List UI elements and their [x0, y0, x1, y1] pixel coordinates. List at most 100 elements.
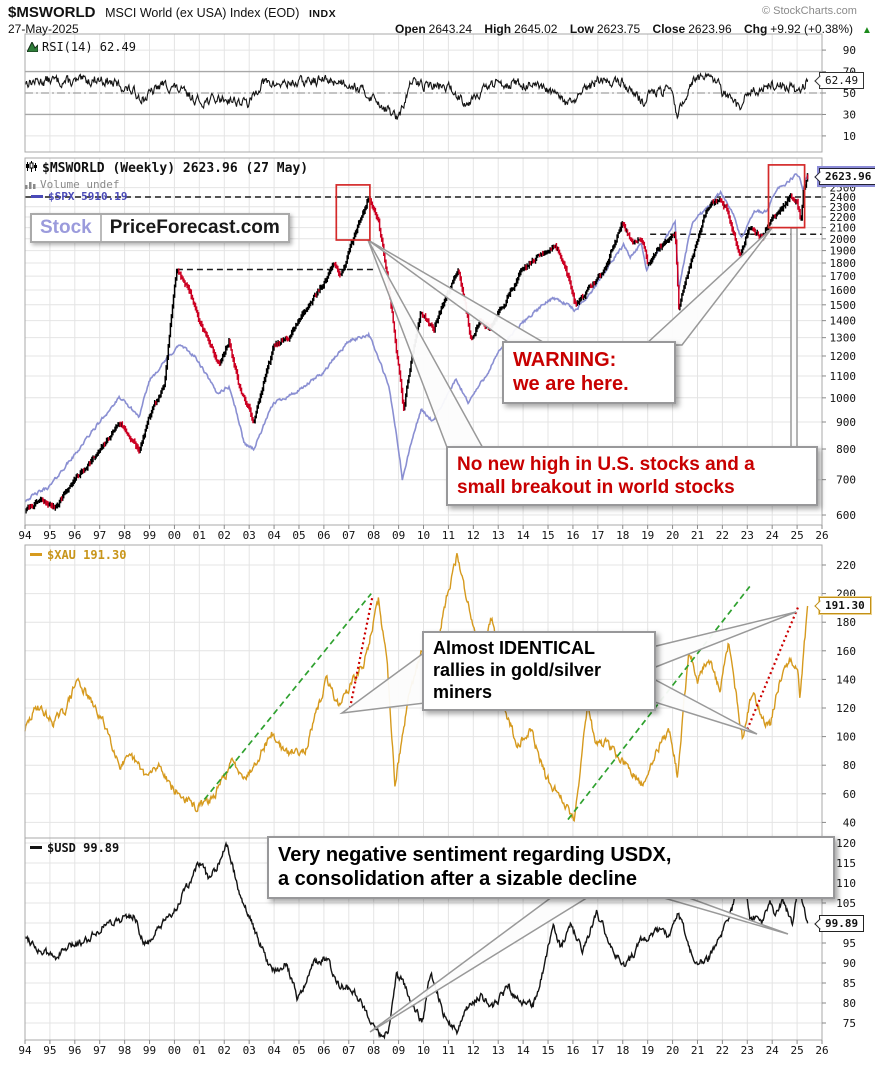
callout-pointer	[369, 890, 601, 1033]
x-axis-label: 02	[218, 1044, 231, 1057]
x-axis-label: 21	[691, 1044, 704, 1057]
x-axis-label: 26	[815, 529, 828, 542]
x-axis-label: 07	[342, 1044, 355, 1057]
chg-value: +9.92 (+0.38%)	[770, 22, 854, 36]
rsi-legend-text: RSI(14) 62.49	[42, 40, 136, 54]
green-trendline	[203, 593, 372, 801]
y-axis-label: 220	[836, 559, 856, 572]
x-axis-label: 12	[467, 529, 480, 542]
y-axis-label: 85	[843, 977, 856, 990]
x-axis-label: 13	[492, 529, 505, 542]
y-axis-label: 2000	[830, 233, 857, 246]
y-axis-label: 10	[843, 130, 856, 143]
x-axis-label: 94	[18, 1044, 32, 1057]
symbol-description: MSCI World (ex USA) Index (EOD)	[105, 6, 300, 20]
usd-series	[24, 840, 809, 1040]
x-axis-label: 94	[18, 529, 32, 542]
watermark-priceforecast: PriceForecast.com	[109, 217, 280, 238]
x-axis-label: 22	[716, 1044, 729, 1057]
y-axis-label: 100	[836, 731, 856, 744]
y-axis-label: 95	[843, 937, 856, 950]
usd-line-swatch	[30, 846, 42, 849]
x-axis-label: 20	[666, 529, 679, 542]
open-label: Open	[395, 22, 426, 36]
candlestick-icon	[25, 161, 38, 176]
x-axis-label: 04	[267, 529, 281, 542]
x-axis-label: 96	[68, 1044, 81, 1057]
xau-legend: $XAU 191.30	[30, 548, 126, 562]
x-axis-label: 17	[591, 529, 604, 542]
red-dotted-rally	[746, 606, 800, 730]
exchange-label: INDX	[309, 8, 337, 20]
y-axis-label: 1700	[830, 270, 857, 283]
y-axis-label: 30	[843, 109, 856, 122]
y-axis-label: 1200	[830, 350, 857, 363]
x-axis-label: 25	[790, 529, 803, 542]
xau-line-swatch	[30, 553, 42, 556]
x-axis-label: 19	[641, 529, 654, 542]
x-axis-label: 21	[691, 529, 704, 542]
y-axis-label: 2100	[830, 222, 857, 235]
y-axis-label: 80	[843, 997, 856, 1010]
x-axis-label: 96	[68, 529, 81, 542]
y-axis-label: 60	[843, 788, 856, 801]
xau-price-badge: 191.30	[819, 597, 871, 614]
main-legend: $MSWORLD (Weekly) 2623.96 (27 May)	[25, 161, 308, 176]
x-axis-label: 03	[243, 529, 256, 542]
x-axis-label: 24	[766, 1044, 780, 1057]
up-arrow-icon: ▲	[862, 25, 872, 36]
spx-legend-text: $SPX 5910.19	[48, 190, 128, 203]
ohlc-values: Open 2643.24 High 2645.02 Low 2623.75 Close…	[395, 22, 872, 36]
x-axis-label: 03	[243, 1044, 256, 1057]
quote-date: 27-May-2025	[8, 22, 79, 36]
callout-pointer	[647, 674, 758, 735]
y-axis-label: 1000	[830, 392, 857, 405]
y-axis-label: 40	[843, 816, 856, 829]
x-axis-label: 26	[815, 1044, 828, 1057]
x-axis-label: 13	[492, 1044, 505, 1057]
y-axis-label: 180	[836, 616, 856, 629]
y-axis-label: 900	[836, 416, 856, 429]
x-axis-label: 17	[591, 1044, 604, 1057]
x-axis-label: 20	[666, 1044, 679, 1057]
y-axis-label: 2300	[830, 201, 857, 214]
y-axis-label: 2200	[830, 211, 857, 224]
y-axis-label: 700	[836, 474, 856, 487]
x-axis-label: 04	[267, 1044, 281, 1057]
x-axis-label: 18	[616, 1044, 629, 1057]
identical-rallies-callout: Almost IDENTICAL rallies in gold/silver …	[422, 631, 656, 711]
y-axis-label: 1500	[830, 299, 857, 312]
open-value: 2643.24	[428, 22, 473, 36]
x-axis-label: 08	[367, 529, 380, 542]
x-axis-label: 14	[516, 529, 530, 542]
y-axis-label: 1800	[830, 257, 857, 270]
x-axis-label: 10	[417, 1044, 430, 1057]
msworld-price-badge: 2623.96	[819, 168, 875, 185]
x-axis-label: 09	[392, 529, 405, 542]
x-axis-label: 12	[467, 1044, 480, 1057]
y-axis-label: 2400	[830, 191, 857, 204]
x-axis-label: 19	[641, 1044, 654, 1057]
main-legend-text: $MSWORLD (Weekly) 2623.96 (27 May)	[42, 161, 309, 176]
x-axis-label: 99	[143, 529, 156, 542]
stockcharts-credit: © StockCharts.com	[762, 5, 857, 17]
y-axis-label: 50	[843, 87, 856, 100]
x-axis-label: 99	[143, 1044, 156, 1057]
x-axis-label: 06	[317, 1044, 330, 1057]
x-axis-label: 11	[442, 1044, 455, 1057]
high-label: High	[484, 22, 512, 36]
x-axis-label: 05	[292, 529, 305, 542]
x-axis-label: 24	[766, 529, 780, 542]
stockpriceforecast-watermark: Stock PriceForecast.com	[30, 213, 290, 243]
x-axis-label: 11	[442, 529, 455, 542]
volume-bars-icon	[25, 179, 36, 192]
y-axis-label: 90	[843, 957, 856, 970]
y-axis-label: 1900	[830, 245, 857, 258]
y-axis-label: 1300	[830, 332, 857, 345]
y-axis-label: 140	[836, 673, 856, 686]
usd-legend-text: $USD 99.89	[47, 841, 120, 855]
x-axis-label: 95	[43, 1044, 56, 1057]
symbol: $MSWORLD	[8, 4, 96, 21]
y-axis-label: 1400	[830, 315, 857, 328]
